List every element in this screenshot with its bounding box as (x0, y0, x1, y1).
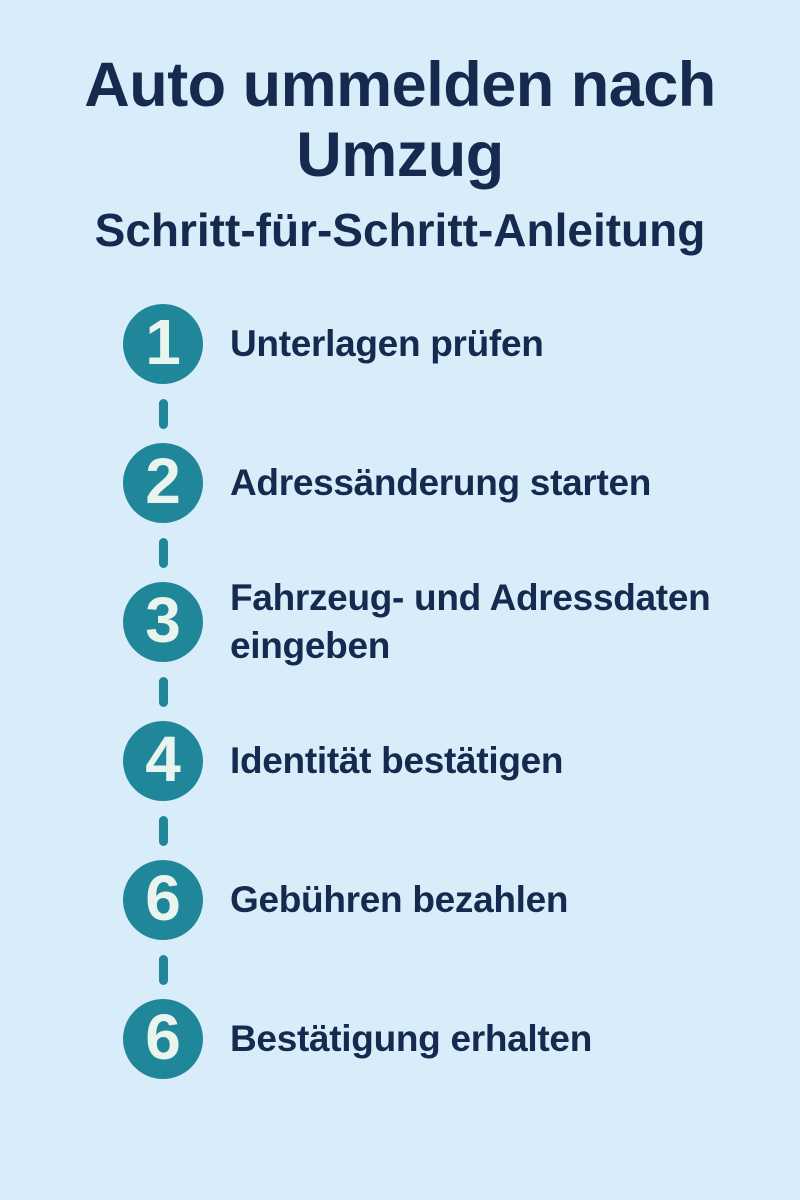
step-connector (158, 816, 168, 846)
step-number: 6 (145, 862, 181, 934)
step-number-badge: 4 (123, 721, 203, 801)
step-label: Bestätigung erhalten (230, 1017, 592, 1059)
step-number: 1 (145, 306, 181, 378)
step-connector (158, 538, 168, 568)
step-label: Unterlagen prüfen (230, 322, 544, 364)
step-number: 6 (145, 1001, 181, 1073)
step-number: 2 (145, 445, 181, 517)
step-number-badge: 3 (123, 582, 203, 662)
step-row: 6 Bestätigung erhalten (123, 999, 800, 1079)
step-row: 3 Fahrzeug- und Adressdaten eingeben (123, 577, 800, 666)
step-label: Identität bestätigen (230, 739, 564, 781)
step-row: 4 Identität bestätigen (123, 721, 800, 801)
page-title: Auto ummelden nach Umzug (84, 50, 716, 190)
page-subtitle: Schritt-für-Schritt-Anleitung (94, 204, 706, 256)
step-label: Adressänderung starten (230, 461, 652, 503)
step-number-badge: 2 (123, 443, 203, 523)
step-number-badge: 1 (123, 304, 203, 384)
step-row: 6 Gebühren bezahlen (123, 860, 800, 940)
step-number-badge: 6 (123, 999, 203, 1079)
steps-list: 1 Unterlagen prüfen 2 Adressänderung sta… (123, 304, 800, 1079)
step-number: 4 (145, 723, 181, 795)
step-connector (158, 677, 168, 707)
step-connector (158, 955, 168, 985)
step-row: 1 Unterlagen prüfen (123, 304, 800, 384)
step-label: Gebühren bezahlen (230, 878, 569, 920)
step-number-badge: 6 (123, 860, 203, 940)
step-label: Fahrzeug- und Adressdaten eingeben (230, 576, 711, 666)
step-row: 2 Adressänderung starten (123, 443, 800, 523)
step-number: 3 (145, 584, 181, 656)
step-connector (158, 399, 168, 429)
